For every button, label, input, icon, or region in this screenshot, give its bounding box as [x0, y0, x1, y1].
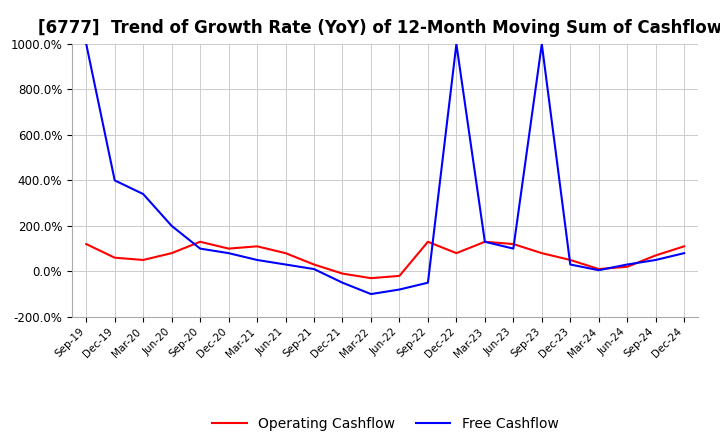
Operating Cashflow: [82, 242, 91, 247]
Operating Cashflow: [509, 242, 518, 247]
Free Cashflow: [680, 250, 688, 256]
Free Cashflow: [110, 178, 119, 183]
Operating Cashflow: [452, 250, 461, 256]
Free Cashflow: [196, 246, 204, 251]
Free Cashflow: [338, 280, 347, 285]
Free Cashflow: [480, 239, 489, 244]
Operating Cashflow: [680, 244, 688, 249]
Operating Cashflow: [338, 271, 347, 276]
Free Cashflow: [623, 262, 631, 267]
Free Cashflow: [423, 280, 432, 285]
Operating Cashflow: [480, 239, 489, 244]
Operating Cashflow: [225, 246, 233, 251]
Operating Cashflow: [253, 244, 261, 249]
Free Cashflow: [225, 250, 233, 256]
Free Cashflow: [566, 262, 575, 267]
Free Cashflow: [82, 41, 91, 47]
Operating Cashflow: [366, 275, 375, 281]
Operating Cashflow: [623, 264, 631, 269]
Free Cashflow: [366, 291, 375, 297]
Operating Cashflow: [310, 262, 318, 267]
Free Cashflow: [253, 257, 261, 263]
Line: Free Cashflow: Free Cashflow: [86, 44, 684, 294]
Operating Cashflow: [652, 253, 660, 258]
Operating Cashflow: [595, 266, 603, 271]
Free Cashflow: [595, 268, 603, 273]
Title: [6777]  Trend of Growth Rate (YoY) of 12-Month Moving Sum of Cashflows: [6777] Trend of Growth Rate (YoY) of 12-…: [38, 19, 720, 37]
Free Cashflow: [509, 246, 518, 251]
Free Cashflow: [395, 287, 404, 292]
Operating Cashflow: [537, 250, 546, 256]
Free Cashflow: [167, 223, 176, 228]
Operating Cashflow: [423, 239, 432, 244]
Free Cashflow: [310, 266, 318, 271]
Operating Cashflow: [139, 257, 148, 263]
Operating Cashflow: [395, 273, 404, 279]
Free Cashflow: [139, 191, 148, 197]
Operating Cashflow: [110, 255, 119, 260]
Legend: Operating Cashflow, Free Cashflow: Operating Cashflow, Free Cashflow: [207, 411, 564, 436]
Operating Cashflow: [167, 250, 176, 256]
Free Cashflow: [282, 262, 290, 267]
Line: Operating Cashflow: Operating Cashflow: [86, 242, 684, 278]
Operating Cashflow: [196, 239, 204, 244]
Free Cashflow: [537, 41, 546, 47]
Free Cashflow: [452, 41, 461, 47]
Operating Cashflow: [566, 257, 575, 263]
Operating Cashflow: [282, 250, 290, 256]
Free Cashflow: [652, 257, 660, 263]
